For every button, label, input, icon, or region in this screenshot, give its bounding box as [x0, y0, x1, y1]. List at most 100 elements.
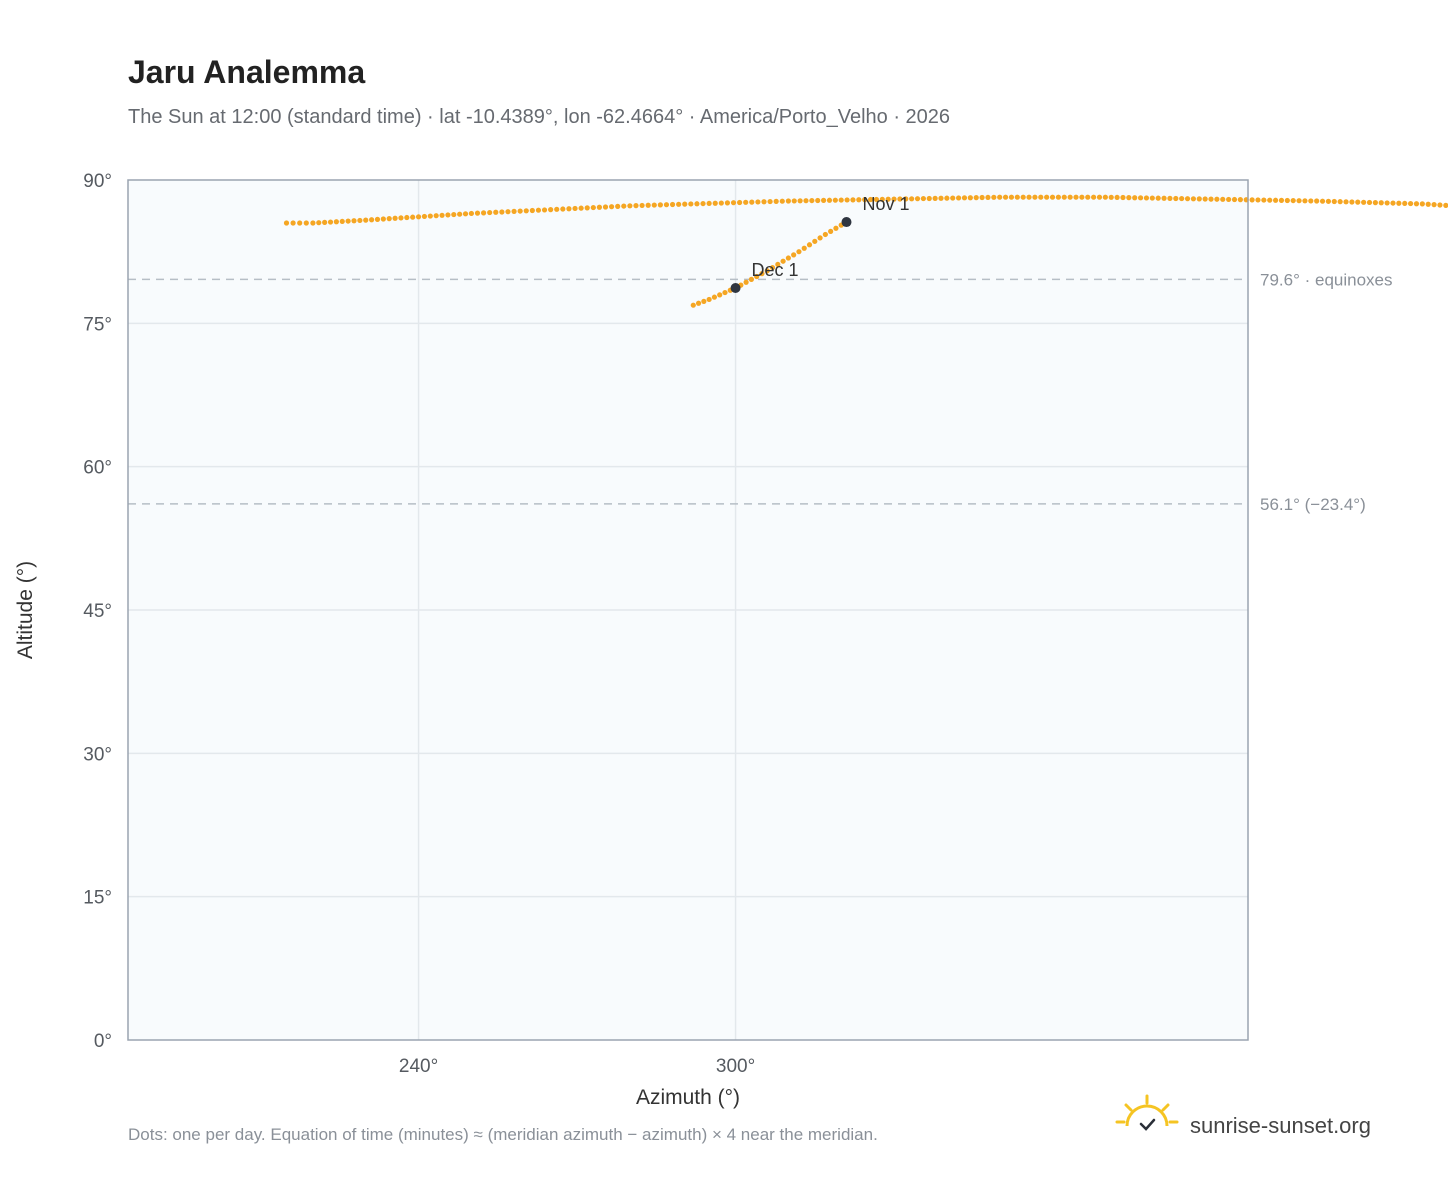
day-dot	[386, 216, 392, 222]
day-dot	[439, 212, 445, 218]
day-dot	[712, 200, 718, 206]
axis-ticks: 240°300°0°60°120°180°0°15°30°45°60°75°90…	[83, 171, 755, 1077]
day-dot	[676, 201, 682, 207]
y-tick-label: 90°	[83, 171, 112, 192]
day-dot	[548, 207, 554, 213]
day-dot	[669, 201, 676, 208]
day-dot	[1091, 194, 1097, 200]
day-dot	[1437, 202, 1443, 208]
day-dot	[1149, 195, 1155, 201]
day-dot	[1425, 201, 1431, 207]
day-dot	[363, 217, 369, 223]
day-dot	[1443, 202, 1448, 208]
day-dot	[1143, 195, 1150, 201]
day-dot	[474, 210, 481, 216]
day-dot	[867, 196, 874, 203]
day-dot	[1355, 199, 1361, 205]
day-dot	[956, 195, 962, 201]
day-dot	[433, 213, 439, 219]
day-dot	[891, 196, 897, 202]
x-tick-label: 300°	[716, 1056, 755, 1077]
day-dot	[862, 197, 868, 203]
day-dot	[511, 208, 517, 214]
day-dot	[566, 206, 572, 212]
day-dot	[779, 198, 785, 204]
day-dot	[380, 216, 386, 222]
day-dot	[780, 258, 786, 264]
day-dot	[327, 219, 334, 225]
day-dot	[767, 198, 773, 205]
day-dot	[310, 220, 316, 226]
day-dot	[711, 294, 718, 300]
day-dot	[950, 195, 956, 201]
day-dot	[1319, 198, 1326, 204]
day-dot	[806, 242, 813, 248]
day-dot	[1002, 194, 1009, 200]
day-dot	[462, 211, 469, 217]
x-tick-label: 240°	[399, 1056, 438, 1077]
day-dot	[1096, 194, 1103, 200]
day-dot	[374, 216, 381, 222]
day-dot	[1331, 198, 1337, 205]
day-dot	[410, 214, 416, 220]
day-dot	[645, 202, 651, 208]
day-dot	[694, 201, 700, 207]
day-dot	[639, 202, 645, 209]
day-dot	[1255, 197, 1261, 203]
day-dot	[345, 218, 351, 224]
day-dot	[596, 204, 603, 210]
day-dot	[1249, 197, 1255, 203]
day-dot	[764, 268, 770, 274]
day-dot	[897, 196, 903, 202]
day-dot	[608, 204, 615, 210]
day-dot	[1196, 196, 1202, 202]
day-dot	[493, 209, 499, 215]
day-dot	[468, 210, 474, 217]
month-label: Dec 1	[752, 260, 799, 280]
day-dot	[633, 203, 639, 209]
day-dot	[700, 200, 706, 207]
day-dot	[505, 209, 511, 215]
day-dot	[838, 197, 844, 203]
day-dot	[1102, 194, 1108, 200]
day-dot	[718, 200, 724, 206]
day-dot	[1378, 200, 1384, 206]
day-dot	[791, 198, 797, 204]
day-dot	[427, 213, 433, 219]
day-dot	[815, 197, 821, 204]
plot-frame	[127, 179, 1249, 1041]
day-dot	[826, 197, 833, 203]
day-dot	[1361, 199, 1367, 205]
day-dot	[1184, 196, 1191, 202]
day-dot	[773, 198, 779, 204]
day-dot	[404, 214, 410, 221]
day-dot	[748, 276, 754, 282]
day-dot	[938, 195, 944, 201]
day-dot	[369, 217, 375, 223]
day-dot	[615, 203, 621, 209]
chart-subtitle: The Sun at 12:00 (standard time) · lat -…	[128, 106, 950, 128]
day-dot	[451, 211, 457, 218]
day-dot	[769, 264, 776, 271]
day-dot	[517, 208, 523, 214]
day-dot	[1431, 202, 1437, 208]
day-dot	[1014, 194, 1020, 200]
day-dot	[602, 204, 609, 210]
day-dot	[554, 206, 560, 212]
day-dot	[1308, 198, 1314, 204]
day-dot	[1214, 196, 1220, 202]
day-dot	[932, 195, 938, 201]
day-dot	[1343, 199, 1349, 205]
day-dot	[690, 302, 696, 308]
day-dot	[572, 205, 578, 212]
day-dot	[1108, 194, 1114, 200]
day-dot	[1202, 196, 1208, 202]
day-dot	[339, 218, 345, 225]
day-dot	[290, 220, 296, 226]
y-tick-label: 15°	[83, 888, 112, 909]
day-dot	[499, 209, 505, 215]
day-dot	[560, 206, 566, 212]
day-dot	[1049, 194, 1056, 200]
y-tick-label: 60°	[83, 458, 112, 479]
day-dot	[973, 195, 979, 201]
